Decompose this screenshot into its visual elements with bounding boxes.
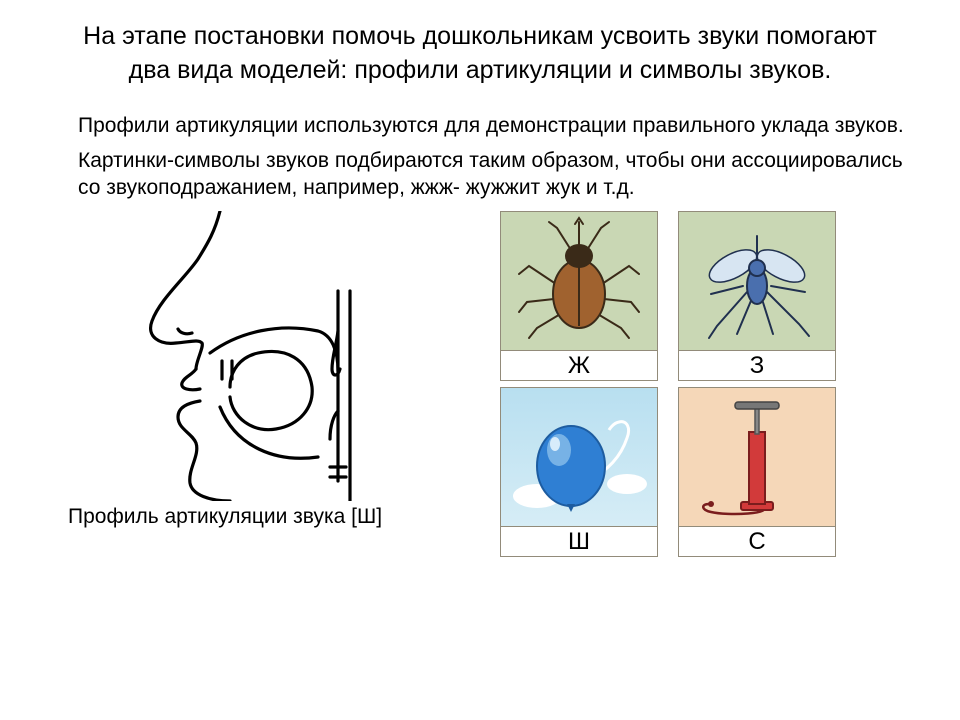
paragraph-2: Картинки-символы звуков подбираются таки…	[78, 147, 912, 202]
card-zh: Ж	[500, 211, 658, 381]
mosquito-icon	[679, 212, 835, 350]
card-letter: Ж	[501, 350, 657, 380]
card-s: С	[678, 387, 836, 557]
balloon-icon	[501, 388, 657, 526]
card-letter: З	[679, 350, 835, 380]
card-letter: С	[679, 526, 835, 556]
articulation-profile-drawing	[80, 211, 440, 501]
sound-symbol-cards: Ж З	[500, 211, 920, 557]
content-row: Профиль артикуляции звука [Ш]	[40, 211, 920, 557]
card-z: З	[678, 211, 836, 381]
page-title: На этапе постановки помочь дошкольникам …	[60, 20, 900, 88]
pump-icon	[679, 388, 835, 526]
card-sh: Ш	[500, 387, 658, 557]
paragraph-1: Профили артикуляции используются для дем…	[78, 112, 912, 139]
articulation-profile-column: Профиль артикуляции звука [Ш]	[40, 211, 480, 557]
profile-caption: Профиль артикуляции звука [Ш]	[68, 505, 382, 529]
card-letter: Ш	[501, 526, 657, 556]
beetle-icon	[501, 212, 657, 350]
